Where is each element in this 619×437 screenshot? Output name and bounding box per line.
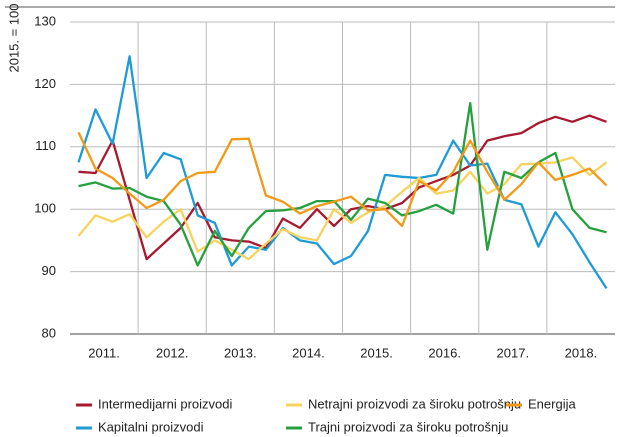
legend-label: Netrajni proizvodi za široku potrošnju [308,396,521,411]
series-line [78,101,607,267]
y-tick-label: 80 [42,325,56,340]
x-tick-label: 2016. [428,345,461,360]
legend-label: Energija [528,396,576,411]
legend-label: Intermedijarni proizvodi [98,396,233,411]
y-axis-label: 2015. = 100 [6,3,21,72]
x-tick-label: 2011. [88,345,120,360]
series-line [77,55,608,290]
x-tick-label: 2012. [156,345,189,360]
series-line [77,131,608,228]
legend-label: Kapitalni proizvodi [98,419,204,434]
x-tick-label: 2013. [224,345,257,360]
legend-label: Trajni proizvodi za široku potrošnju [308,419,508,434]
y-tick-label: 120 [34,76,56,91]
x-tick-label: 2015. [360,345,393,360]
y-tick-label: 90 [42,263,56,278]
y-tick-label: 130 [34,13,56,28]
y-tick-label: 100 [34,201,56,216]
series-line [77,156,608,261]
series-line [78,114,607,261]
x-tick-label: 2014. [292,345,325,360]
x-tick-label: 2017. [497,345,530,360]
x-tick-label: 2018. [565,345,598,360]
y-tick-label: 110 [35,138,56,153]
